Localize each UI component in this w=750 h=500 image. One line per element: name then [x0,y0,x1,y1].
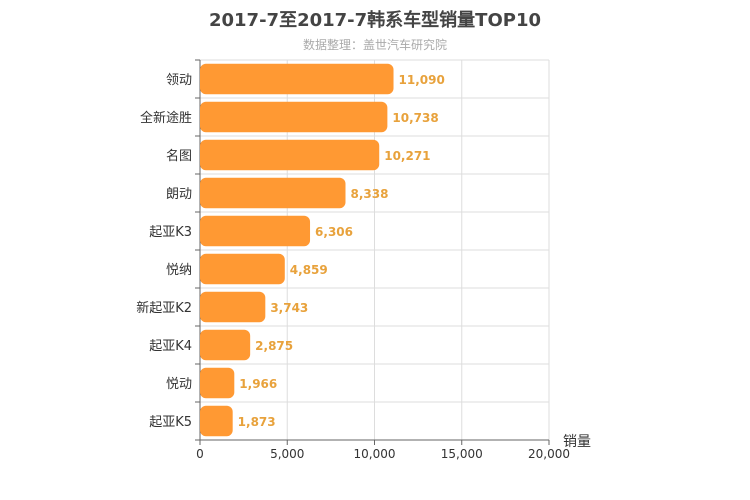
bar [200,63,394,95]
x-tick-label: 20,000 [528,447,570,461]
data-label: 4,859 [290,263,328,277]
data-label: 10,738 [392,111,438,125]
x-tick-label: 0 [196,447,204,461]
bar [200,253,285,285]
category-label: 名图 [166,148,192,164]
data-label: 3,743 [270,301,308,315]
bar [200,215,311,247]
data-label: 8,338 [350,187,388,201]
data-label: 2,875 [255,339,293,353]
bar [200,405,233,437]
category-label: 新起亚K2 [136,300,192,316]
bar [200,139,380,171]
bar [200,177,346,209]
data-label: 1,966 [239,377,277,391]
category-label: 起亚K5 [149,415,192,430]
category-label: 领动 [166,73,192,88]
x-tick-label: 5,000 [270,447,304,461]
data-label: 6,306 [315,225,353,239]
category-label: 悦纳 [166,263,192,278]
category-label: 起亚K4 [149,339,192,354]
data-label: 11,090 [399,73,445,87]
category-label: 全新途胜 [140,110,192,126]
chart-title: 2017-7至2017-7韩系车型销量TOP10 [208,10,541,31]
category-label: 悦动 [166,377,192,392]
bar [200,101,388,133]
chart-subtitle: 数据整理：盖世汽车研究院 [302,38,447,52]
bar [200,367,235,399]
bar [200,291,266,323]
category-label: 起亚K3 [149,225,192,240]
bar [200,329,251,361]
category-label: 朗动 [166,187,192,202]
x-tick-label: 15,000 [441,447,483,461]
data-label: 10,271 [384,149,430,163]
x-axis-title: 销量 [563,434,591,450]
x-tick-label: 10,000 [354,447,396,461]
data-label: 1,873 [238,415,276,429]
